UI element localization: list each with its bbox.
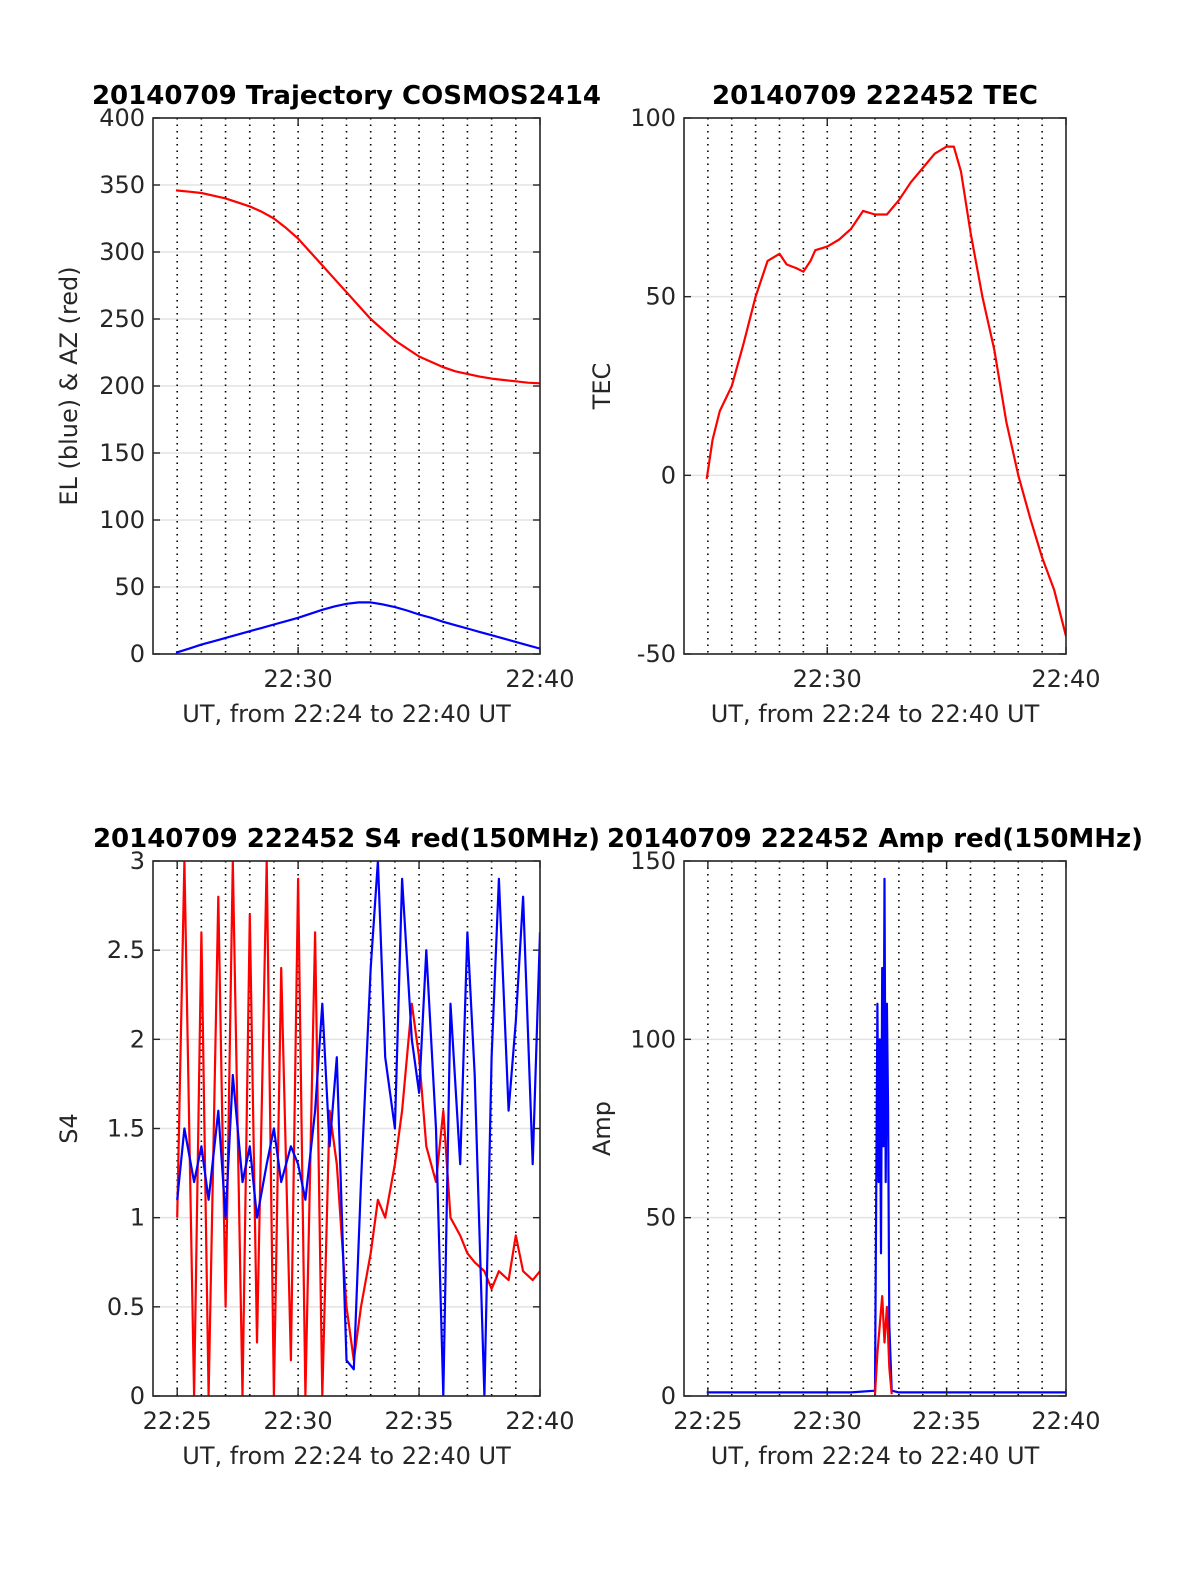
y-tick-label: 100	[630, 1025, 676, 1053]
y-tick-label: 0.5	[107, 1293, 145, 1321]
y-tick-label: 100	[99, 506, 145, 534]
y-tick-label: 350	[99, 171, 145, 199]
axes-box	[683, 117, 1067, 655]
series-line-1	[706, 877, 1066, 1394]
y-tick-label: 250	[99, 305, 145, 333]
chart-title: 20140709 222452 S4 red(150MHz)	[93, 824, 600, 854]
x-tick-label: 22:30	[793, 665, 862, 693]
x-tick-label: 22:25	[673, 1407, 742, 1435]
series-line-2	[176, 861, 540, 1396]
y-axis-label: Amp	[588, 1101, 616, 1156]
series-line-1	[175, 189, 540, 385]
y-axis-label: S4	[55, 1113, 83, 1144]
y-tick-label: 50	[114, 573, 145, 601]
chart-3: 0 0.5 1 1.5 2 2.5 3 22:25 22:30 22:35 22:40 2014070…	[55, 824, 600, 1470]
x-tick-label: 22:40	[1031, 1407, 1100, 1435]
y-tick-label: 3	[130, 847, 145, 875]
y-tick-label: 200	[99, 372, 145, 400]
y-tick-label: 50	[645, 1204, 676, 1232]
y-tick-label: 300	[99, 238, 145, 266]
chart-title: 20140709 222452 TEC	[712, 81, 1038, 111]
x-tick-label: 22:40	[505, 1407, 574, 1435]
y-tick-label: -50	[637, 640, 676, 668]
y-tick-label: 0	[661, 1382, 676, 1410]
y-tick-label: 0	[130, 1382, 145, 1410]
x-axis-label: UT, from 22:24 to 22:40 UT	[711, 700, 1040, 728]
y-tick-label: 2.5	[107, 936, 145, 964]
x-tick-label: 22:35	[912, 1407, 981, 1435]
y-tick-label: 2	[130, 1025, 145, 1053]
series-line-1	[705, 145, 1066, 637]
x-tick-label: 22:30	[264, 1407, 333, 1435]
x-tick-label: 22:25	[143, 1407, 212, 1435]
chart-title: 20140709 Trajectory COSMOS2414	[92, 81, 601, 111]
x-axis-label: UT, from 22:24 to 22:40 UT	[711, 1442, 1040, 1470]
x-tick-label: 22:30	[264, 665, 333, 693]
y-tick-label: 150	[630, 847, 676, 875]
axes-box	[683, 860, 1067, 1397]
x-tick-label: 22:40	[1031, 665, 1100, 693]
x-axis-label: UT, from 22:24 to 22:40 UT	[182, 1442, 511, 1470]
y-tick-label: 100	[630, 104, 676, 132]
series-line-2	[175, 601, 540, 654]
chart-2: -50 0 50 100 22:30 22:40 20140709 222452 TEC UT…	[588, 81, 1101, 728]
y-tick-label: 150	[99, 439, 145, 467]
y-tick-label: 1	[130, 1204, 145, 1232]
x-tick-label: 22:30	[793, 1407, 862, 1435]
y-tick-label: 0	[130, 640, 145, 668]
x-tick-label: 22:35	[384, 1407, 453, 1435]
y-tick-label: 400	[99, 104, 145, 132]
x-axis-label: UT, from 22:24 to 22:40 UT	[182, 700, 511, 728]
y-axis-label: EL (blue) & AZ (red)	[55, 266, 83, 505]
y-tick-label: 1.5	[107, 1115, 145, 1143]
y-tick-label: 0	[661, 461, 676, 489]
y-axis-label: TEC	[588, 363, 616, 411]
chart-4: 0 50 100 150 22:25 22:30 22:35 22:40 20140709 22…	[588, 824, 1143, 1470]
y-tick-label: 50	[645, 283, 676, 311]
chart-title: 20140709 222452 Amp red(150MHz)	[607, 824, 1143, 854]
series-line-2	[873, 1294, 893, 1395]
chart-1: 0 50 100 150 200 250 300 350 400 22:30 22:40 201407…	[55, 81, 601, 728]
x-tick-label: 22:40	[505, 665, 574, 693]
